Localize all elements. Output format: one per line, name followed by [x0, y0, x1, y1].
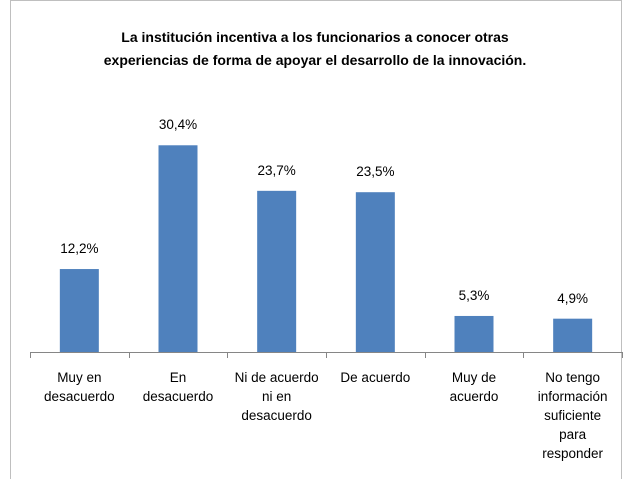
data-label: 23,7%: [257, 162, 296, 178]
chart-title: La institución incentiva a los funcionar…: [103, 29, 527, 68]
data-label: 23,5%: [356, 164, 395, 180]
data-label: 30,4%: [158, 117, 198, 133]
x-tick-label: En desacuerdo: [142, 370, 214, 404]
data-label: 5,3%: [458, 287, 490, 303]
bar: [59, 269, 99, 352]
bar: [553, 318, 593, 352]
x-tick-label: Muy en desacuerdo: [44, 370, 115, 404]
bar: [257, 190, 297, 352]
x-tick-label: No tengo información suficiente para res…: [537, 370, 608, 461]
bar: [355, 192, 395, 352]
data-label: 12,2%: [60, 241, 99, 257]
bar: [454, 315, 494, 352]
data-label: 4,9%: [557, 290, 589, 306]
x-tick-label: Muy de acuerdo: [449, 370, 499, 404]
x-tick-label: Ni de acuerdo ni en desacuerdo: [234, 370, 319, 423]
x-tick-label: De acuerdo: [340, 370, 411, 385]
bar: [158, 145, 198, 352]
chart-border: [10, 0, 622, 479]
